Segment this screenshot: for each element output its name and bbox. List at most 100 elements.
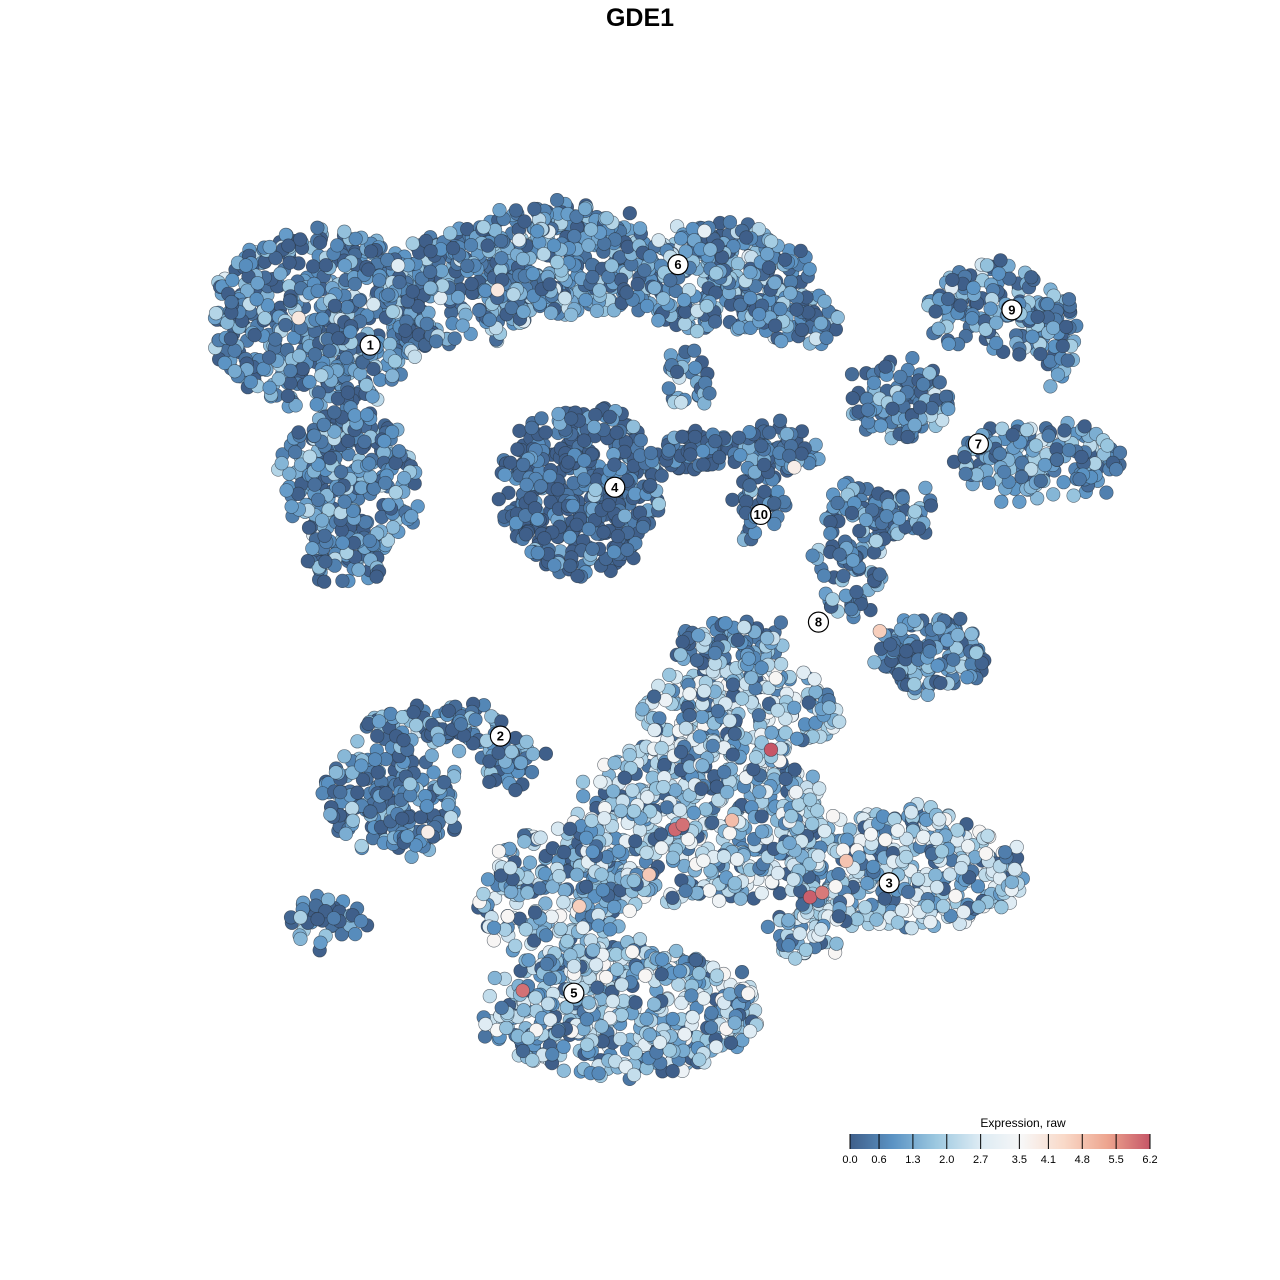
data-point (591, 1066, 606, 1081)
data-point (825, 808, 841, 824)
data-point (315, 311, 330, 326)
data-point (487, 970, 502, 986)
data-point (734, 964, 750, 980)
data-point (335, 573, 350, 589)
data-point (386, 520, 401, 535)
data-point (920, 687, 935, 703)
data-point (656, 779, 671, 795)
data-point (712, 450, 727, 465)
data-point (538, 896, 553, 911)
data-point (685, 1010, 700, 1025)
data-point (821, 700, 837, 715)
data-point (956, 904, 971, 920)
data-point (491, 745, 506, 760)
data-point (860, 402, 876, 417)
data-point (345, 801, 360, 816)
data-point (362, 456, 377, 471)
data-point (282, 255, 297, 270)
data-point (725, 492, 740, 507)
data-point (964, 311, 980, 326)
data-point (538, 425, 553, 440)
data-point (424, 748, 439, 763)
data-point (773, 301, 788, 317)
data-point (805, 816, 820, 831)
data-point (863, 827, 879, 842)
data-point (499, 1020, 514, 1036)
data-point (317, 574, 332, 589)
data-point (334, 464, 349, 479)
data-point (504, 884, 519, 899)
data-point (953, 298, 968, 313)
data-point (981, 475, 997, 491)
data-point (614, 977, 629, 992)
data-point (662, 667, 677, 683)
data-point (873, 418, 888, 433)
data-point (520, 885, 535, 900)
data-point (725, 677, 741, 692)
data-point (916, 829, 931, 845)
data-point (817, 823, 832, 839)
data-point (579, 879, 594, 894)
data-point (675, 634, 690, 650)
data-point (1099, 485, 1114, 500)
data-point (305, 259, 321, 274)
chart-title: GDE1 (605, 4, 675, 32)
data-point (549, 193, 565, 208)
data-point (455, 318, 470, 333)
data-point (831, 866, 846, 882)
data-point (778, 771, 793, 787)
data-point (354, 758, 369, 773)
data-point (832, 714, 847, 729)
data-point (1077, 419, 1092, 434)
data-point (625, 783, 640, 798)
data-point (622, 747, 637, 763)
data-point (760, 919, 776, 935)
data-point (774, 334, 789, 349)
data-point (370, 765, 385, 780)
data-point (419, 799, 435, 814)
data-point (310, 220, 325, 235)
data-point (992, 446, 1007, 461)
data-point (595, 883, 611, 898)
data-point (208, 306, 224, 321)
data-point (367, 752, 383, 767)
data-point (777, 252, 793, 267)
data-point (783, 286, 798, 301)
data-point (279, 483, 294, 498)
data-point (1043, 379, 1058, 394)
data-point (1041, 428, 1056, 443)
data-point (754, 660, 769, 675)
data-point (794, 446, 809, 461)
data-point (763, 234, 779, 249)
data-point (522, 855, 538, 870)
data-point (383, 706, 398, 722)
data-point (519, 734, 534, 750)
data-point (923, 914, 938, 930)
data-point (761, 260, 777, 275)
data-point (550, 821, 566, 836)
data-point (850, 912, 865, 927)
data-point (918, 480, 933, 495)
data-point (1050, 367, 1065, 382)
data-point (388, 485, 403, 500)
data-point (486, 920, 502, 935)
data-point (661, 443, 677, 458)
data-point (553, 921, 568, 936)
data-point (733, 448, 748, 463)
data-point (1060, 353, 1075, 368)
data-point (905, 351, 920, 366)
data-point (628, 1045, 643, 1061)
data-point (633, 433, 648, 448)
data-point (550, 482, 565, 497)
data-point (858, 900, 873, 915)
data-point (675, 429, 690, 444)
data-point (419, 316, 434, 332)
data-point (337, 258, 352, 273)
data-point (989, 315, 1004, 330)
data-point (508, 782, 523, 798)
data-point (1004, 874, 1020, 890)
data-point (688, 360, 703, 375)
data-point (494, 251, 509, 266)
data-point (397, 471, 412, 486)
